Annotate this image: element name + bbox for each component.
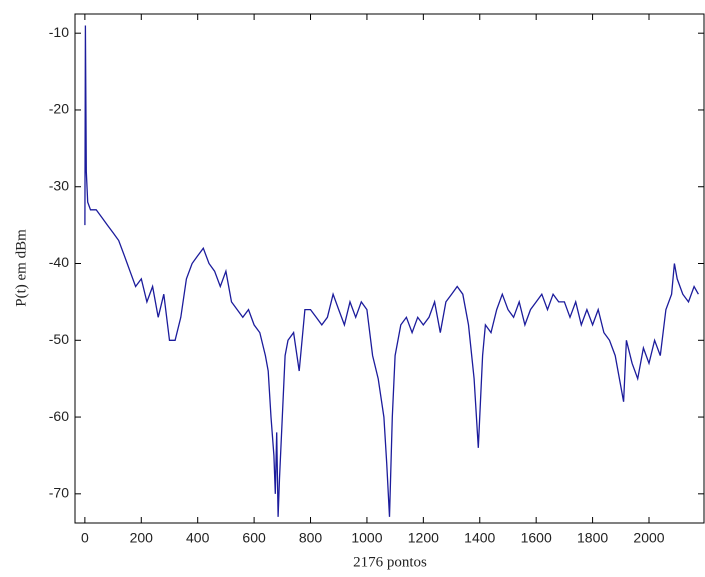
- x-tick-label: 800: [299, 530, 323, 546]
- x-tick-label: 1200: [408, 530, 439, 546]
- y-axis-label: P(t) em dBm: [13, 229, 29, 307]
- data-line: [84, 25, 699, 517]
- x-tick-label: 200: [130, 530, 154, 546]
- x-tick-label: 2000: [633, 530, 664, 546]
- x-tick-label: 0: [81, 530, 89, 546]
- y-tick-label: -20: [49, 101, 69, 117]
- x-axis-label: 2176 pontos: [353, 554, 427, 570]
- y-tick-label: -70: [49, 485, 69, 501]
- x-tick-label: 1600: [521, 530, 552, 546]
- y-tick-label: -30: [49, 177, 69, 193]
- y-tick-label: -60: [49, 408, 69, 424]
- plot-area: [74, 13, 705, 524]
- y-tick-label: -10: [49, 24, 69, 40]
- x-tick-label: 600: [242, 530, 266, 546]
- y-tick-label: -40: [49, 254, 69, 270]
- x-tick-label: 1800: [577, 530, 608, 546]
- y-tick-label: -50: [49, 331, 69, 347]
- x-tick-label: 400: [186, 530, 210, 546]
- x-tick-label: 1400: [464, 530, 495, 546]
- x-tick-label: 1000: [351, 530, 382, 546]
